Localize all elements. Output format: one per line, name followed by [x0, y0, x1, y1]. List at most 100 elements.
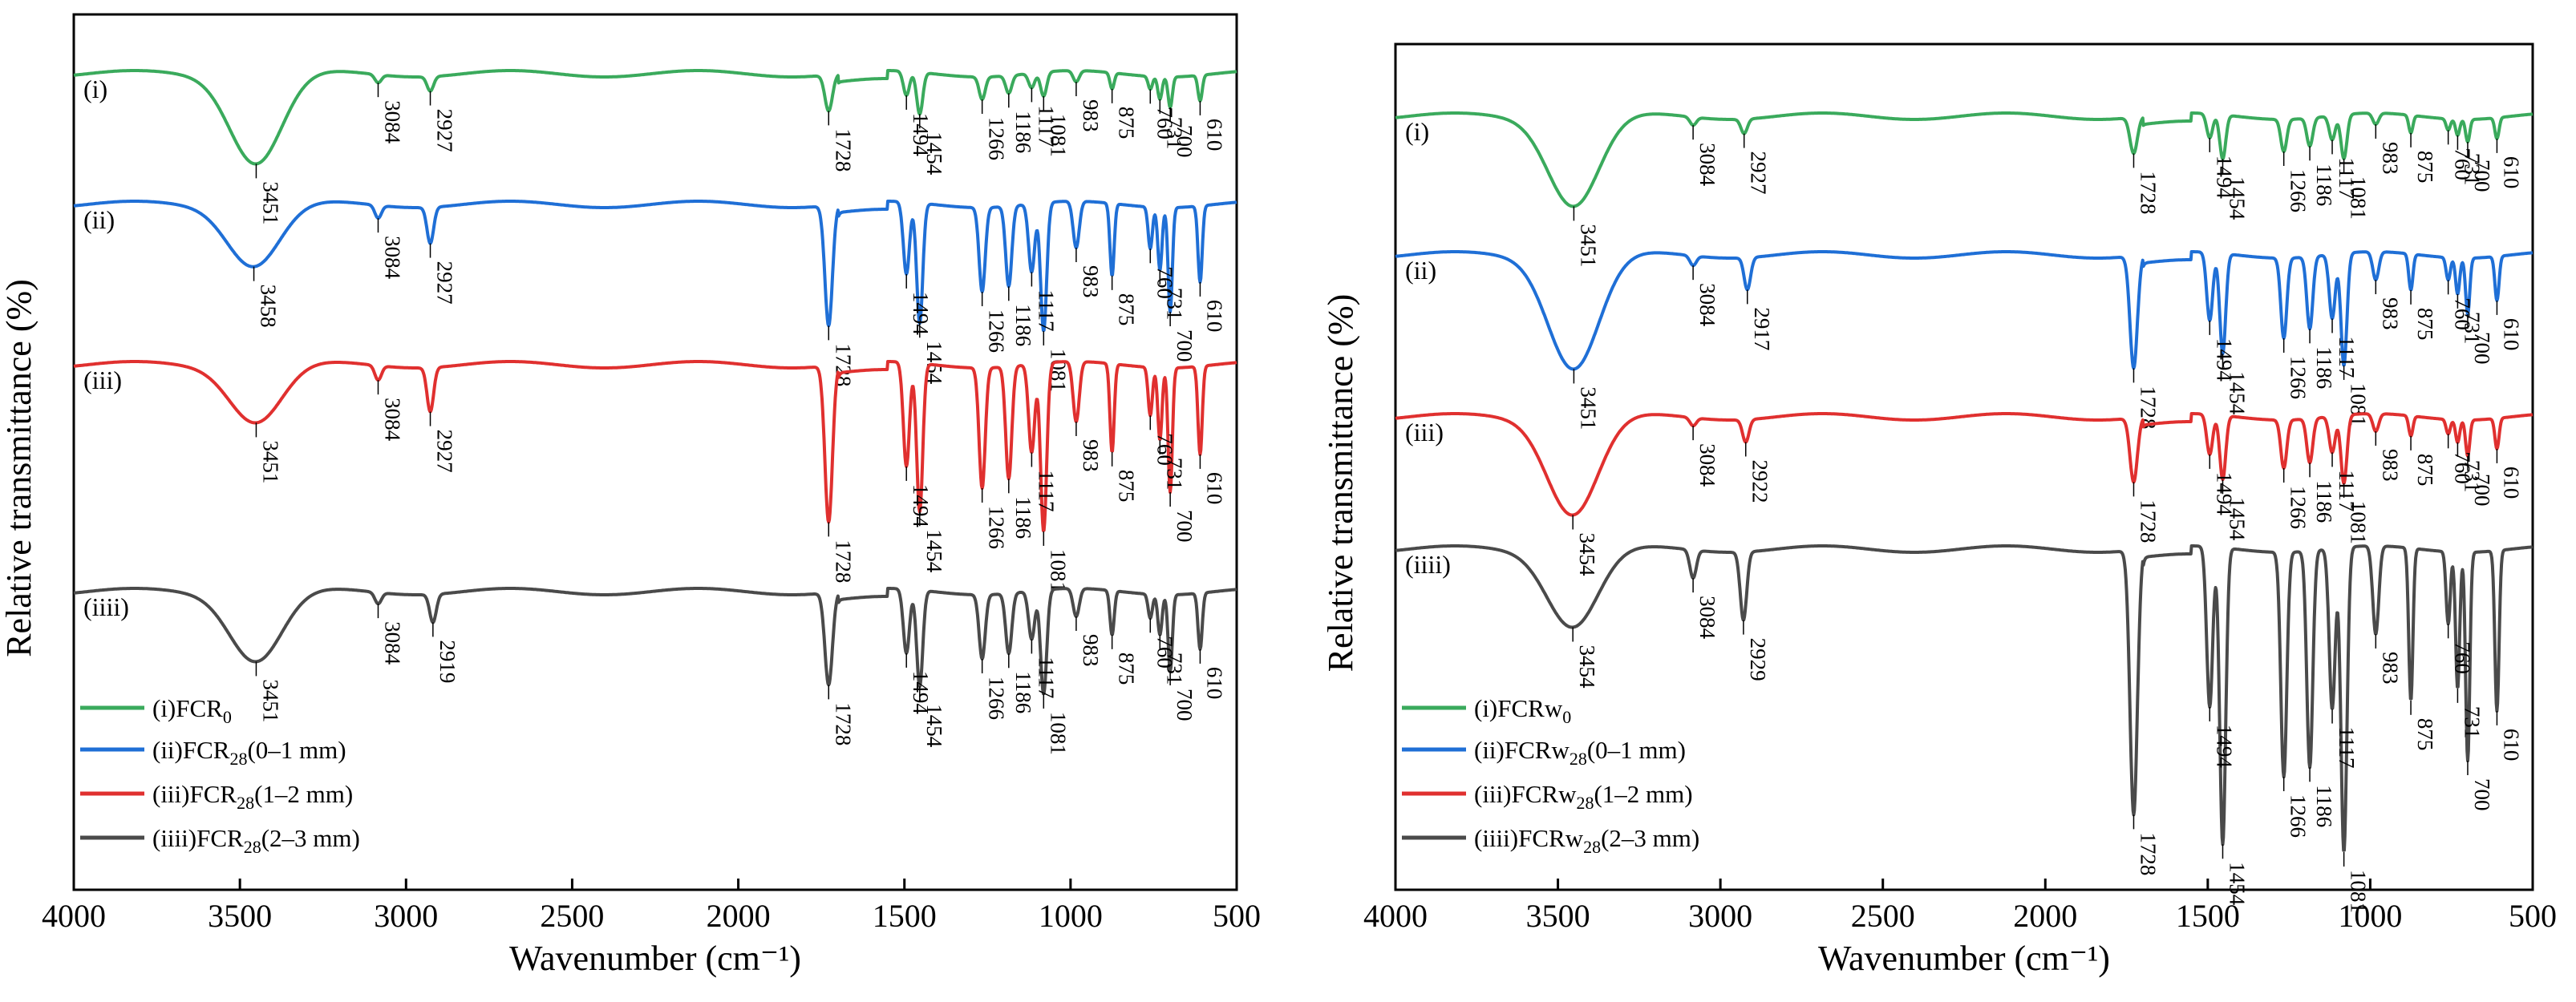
legend-label-subscript: 28 — [1569, 749, 1587, 769]
x-tick-label: 1500 — [2176, 898, 2240, 934]
peak-label: 3084 — [1695, 143, 1719, 187]
peak-label: 1728 — [831, 128, 855, 172]
peak-label: 1728 — [2136, 499, 2160, 543]
peak-label: 610 — [2499, 729, 2523, 762]
x-tick-label: 1000 — [2338, 898, 2402, 934]
series-line-3 — [1394, 412, 2534, 517]
legend-label-subscript: 0 — [223, 707, 232, 727]
peak-label: 700 — [1173, 125, 1197, 158]
legend-label-prefix: (iii)FCRw — [1474, 780, 1577, 808]
peak-label: 1186 — [2312, 346, 2336, 389]
peak-label: 3084 — [380, 621, 404, 665]
series-line-4 — [1394, 544, 2534, 852]
series-roman-label: (i) — [83, 75, 107, 103]
peak-label: 3084 — [1695, 283, 1719, 327]
legend-label: (i)FCR0 — [152, 694, 232, 727]
peak-label: 1081 — [1046, 549, 1070, 592]
x-tick-label: 3500 — [208, 898, 272, 934]
peak-label: 875 — [1115, 293, 1139, 326]
peak-label: 1081 — [1046, 712, 1070, 755]
legend-label: (iii)FCR28(1–2 mm) — [152, 780, 353, 813]
series-line-2 — [72, 200, 1238, 332]
plot-frame — [72, 13, 1238, 891]
peak-label: 875 — [2413, 718, 2437, 751]
peak-label: 1494 — [909, 113, 933, 157]
peak-label: 1117 — [2335, 727, 2359, 769]
peak-label: 1454 — [2225, 862, 2249, 906]
x-tick-label: 2000 — [707, 898, 771, 934]
peak-label: 2929 — [1746, 638, 1770, 681]
peak-label: 610 — [2499, 318, 2523, 351]
peak-label: 1266 — [985, 677, 1009, 720]
peak-label: 1081 — [2347, 176, 2371, 220]
x-axis-title: Wavenumber (cm⁻¹) — [509, 939, 801, 978]
peak-label: 1454 — [922, 131, 946, 176]
peak-label: 1494 — [909, 671, 933, 715]
series-line-4 — [72, 587, 1238, 696]
peak-label: 2927 — [433, 430, 457, 473]
x-tick-label: 2000 — [2013, 898, 2077, 934]
peak-label: 1186 — [1011, 111, 1035, 153]
peak-label: 1186 — [1011, 496, 1035, 539]
peak-label: 1081 — [1046, 114, 1070, 157]
peak-label: 731 — [1162, 288, 1186, 321]
peak-label: 2917 — [1750, 307, 1774, 350]
series-roman-label: (iiii) — [1405, 550, 1451, 579]
peak-label: 610 — [2499, 467, 2523, 499]
peak-label: 1117 — [2335, 336, 2359, 378]
peak-label: 3451 — [1576, 386, 1600, 430]
legend-label-prefix: (i)FCRw — [1474, 694, 1563, 722]
series-line-1 — [1394, 111, 2534, 208]
peak-label: 760 — [2451, 147, 2475, 180]
peak-label: 731 — [2460, 153, 2484, 186]
peak-label: 3458 — [257, 285, 281, 328]
peak-label: 1494 — [909, 484, 933, 528]
peak-label: 1266 — [985, 309, 1009, 353]
peak-label: 3451 — [258, 181, 282, 224]
series-roman-label: (iiii) — [83, 592, 129, 621]
peak-label: 1728 — [831, 539, 855, 583]
legend-label-prefix: (i)FCR — [152, 694, 223, 722]
peak-label: 1266 — [2286, 794, 2311, 838]
peak-label: 2922 — [1748, 459, 1772, 503]
peak-label: 700 — [2470, 778, 2494, 811]
legend-label-suffix: (1–2 mm) — [254, 780, 353, 808]
peak-label: 1454 — [2225, 497, 2249, 541]
peak-label: 1454 — [2225, 371, 2249, 415]
peak-label: 1186 — [1011, 671, 1035, 713]
legend-label-prefix: (iiii)FCR — [152, 824, 244, 852]
peak-label: 1266 — [2286, 356, 2311, 399]
peak-label: 1081 — [2347, 870, 2371, 913]
peak-label: 1186 — [2312, 164, 2336, 206]
peak-label: 3454 — [1575, 645, 1599, 689]
peak-label: 1266 — [2286, 169, 2311, 212]
peak-label: 1454 — [922, 704, 946, 748]
peak-label: 3084 — [1695, 443, 1719, 487]
legend-label-suffix: (1–2 mm) — [1594, 780, 1692, 808]
peak-label: 760 — [2451, 641, 2475, 674]
peak-label: 1454 — [922, 529, 946, 573]
x-tick-label: 500 — [1213, 898, 1261, 934]
peak-label: 875 — [2413, 454, 2437, 487]
peak-label: 1081 — [2347, 501, 2371, 544]
x-tick-label: 500 — [2509, 898, 2557, 934]
legend-label: (ii)FCR28(0–1 mm) — [152, 736, 346, 769]
peak-label: 3454 — [1575, 533, 1599, 577]
peak-label: 1186 — [1011, 304, 1035, 346]
legend-label-subscript: 0 — [1562, 707, 1571, 727]
peak-label: 760 — [1152, 636, 1177, 669]
peak-label: 1454 — [2225, 176, 2249, 220]
legend-label-subscript: 28 — [1576, 793, 1594, 813]
legend-label-prefix: (iiii)FCRw — [1474, 824, 1584, 852]
x-tick-label: 2500 — [540, 898, 604, 934]
peak-label: 2919 — [435, 640, 460, 683]
peak-label: 2927 — [433, 109, 457, 152]
peak-label: 983 — [1079, 265, 1103, 298]
peak-label: 731 — [2460, 460, 2484, 493]
peak-label: 731 — [1162, 653, 1186, 685]
peak-label: 731 — [1162, 458, 1186, 491]
x-tick-label: 3000 — [1688, 898, 1752, 934]
peak-label: 700 — [2470, 160, 2494, 192]
peak-label: 1117 — [2335, 157, 2359, 199]
x-tick-label: 3500 — [1526, 898, 1590, 934]
